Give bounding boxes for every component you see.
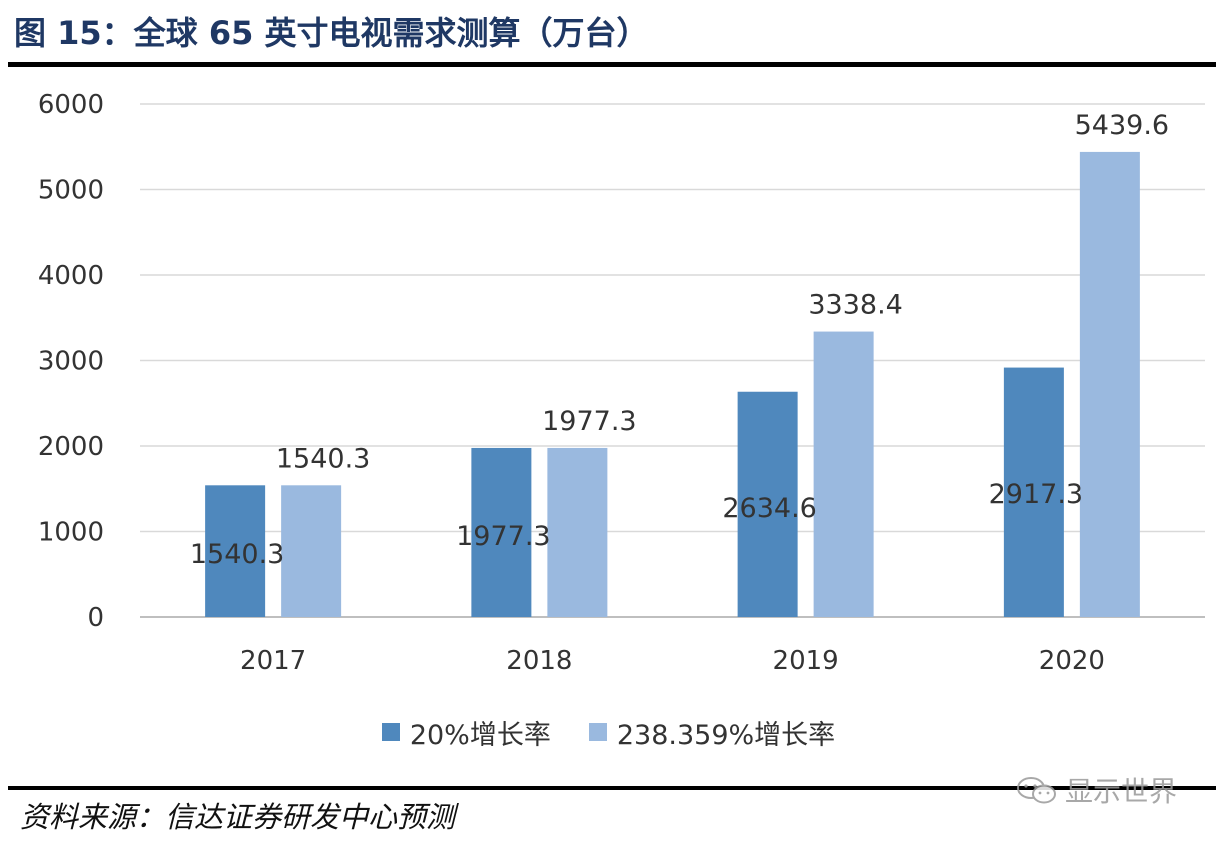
legend-swatch-series-1: [381, 723, 400, 741]
data-label: 3338.4: [808, 290, 902, 321]
y-tick-label: 5000: [38, 176, 104, 206]
data-label: 2634.6: [722, 493, 816, 524]
bar-series-1-2018: [471, 447, 532, 617]
x-tick-label: 2019: [773, 646, 839, 676]
legend-label-series-2: 238.359%增长率: [616, 719, 836, 751]
data-label: 2917.3: [989, 479, 1083, 510]
data-label: 1540.3: [276, 443, 370, 474]
bottom-divider: [8, 786, 1216, 790]
data-label: 1977.3: [542, 406, 636, 437]
bar-chart: 0 1000 2000 3000 4000 5000 6000 1540.3 1540.3 19…: [38, 90, 1205, 676]
legend-label-series-1: 20%增长率: [409, 719, 551, 751]
bar-series-2-2019: [813, 331, 874, 617]
x-tick-label: 2020: [1039, 646, 1105, 676]
y-tick-label: 4000: [38, 261, 104, 291]
data-label: 5439.6: [1075, 110, 1169, 141]
bar-series-2-2017: [281, 485, 342, 617]
y-tick-label: 2000: [38, 432, 104, 462]
source-note: 资料来源：信达证券研发中心预测: [20, 800, 456, 834]
page-title: 图 15：全球 65 英寸电视需求测算（万台）: [14, 14, 649, 52]
y-tick-label: 1000: [38, 518, 104, 548]
data-label: 1540.3: [190, 539, 284, 570]
legend-item-series-1: 20%增长率: [381, 713, 551, 752]
y-tick-label: 3000: [38, 347, 104, 377]
bar-series-2-2020: [1079, 151, 1140, 618]
watermark-text: 显示世界: [1064, 775, 1177, 808]
bar-series-1-2020: [1003, 367, 1064, 617]
x-tick-label: 2018: [506, 646, 572, 676]
legend-item-series-2: 238.359%增长率: [588, 713, 836, 752]
data-label: 1977.3: [456, 521, 550, 552]
y-tick-label: 0: [87, 603, 104, 633]
top-divider: [8, 62, 1216, 67]
bar-series-1-2017: [205, 485, 266, 617]
x-tick-label: 2017: [240, 646, 306, 676]
watermark: 显示世界: [1015, 770, 1177, 810]
y-tick-label: 6000: [38, 90, 104, 120]
wechat-icon: [1016, 777, 1056, 804]
bar-series-2-2018: [547, 447, 608, 617]
legend-swatch-series-2: [588, 723, 607, 741]
bar-series-1-2019: [737, 391, 798, 617]
chart-legend: 20%增长率 238.359%增长率: [0, 712, 1217, 752]
